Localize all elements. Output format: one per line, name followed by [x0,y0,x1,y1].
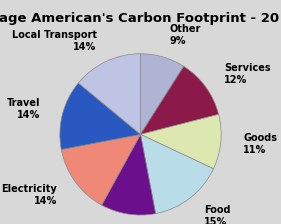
Text: Other
9%: Other 9% [169,24,201,46]
Wedge shape [140,54,184,134]
Title: Average American's Carbon Footprint - 20 tons: Average American's Carbon Footprint - 20… [0,13,281,26]
Wedge shape [60,83,140,149]
Wedge shape [140,66,219,134]
Wedge shape [78,54,140,134]
Wedge shape [140,134,214,214]
Wedge shape [140,114,221,169]
Text: Food
15%: Food 15% [204,205,230,224]
Text: Electricity
14%: Electricity 14% [1,184,57,206]
Text: Travel
14%: Travel 14% [7,98,40,120]
Text: Services
12%: Services 12% [224,63,271,84]
Text: Local Transport
14%: Local Transport 14% [12,30,97,52]
Wedge shape [102,134,156,215]
Wedge shape [61,134,140,205]
Text: Goods
11%: Goods 11% [243,133,277,155]
